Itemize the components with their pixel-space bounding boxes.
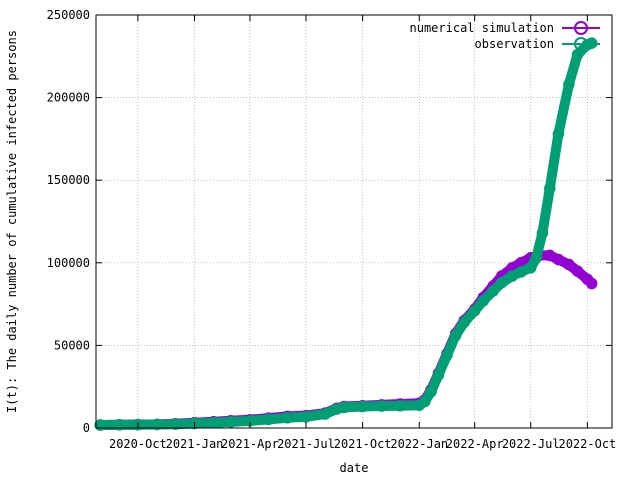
series-observation-point (536, 227, 549, 239)
series-observation-point (207, 416, 220, 429)
series-observation-point (394, 399, 406, 412)
series-observation-line (95, 38, 597, 430)
x-axis-title: date (340, 461, 369, 475)
series-observation-point (563, 78, 575, 91)
legend-swatch-marker (574, 21, 588, 35)
legend: numerical simulation observation (410, 21, 600, 51)
plot-area (94, 37, 598, 431)
axes: 0500001000001500002000002500002020-Oct20… (47, 8, 617, 451)
series-observation-point (544, 182, 556, 195)
series-simulation-point (571, 265, 584, 277)
grid (96, 14, 612, 429)
series-observation-point (425, 385, 437, 398)
series-observation-point (458, 316, 470, 329)
series-observation-point (113, 419, 126, 431)
series-observation-point (524, 262, 537, 274)
x-tick-label: 2021-Jan (166, 437, 224, 451)
y-tick-label: 250000 (47, 8, 90, 22)
series-observation-point (356, 400, 369, 413)
series-observation-point (225, 416, 237, 428)
x-tick-label: 2020-Oct (109, 437, 167, 451)
series-observation-point (477, 295, 490, 307)
x-tick-label: 2022-Jul (502, 437, 560, 451)
series-observation-point (375, 400, 388, 412)
y-tick-label: 150000 (47, 173, 90, 187)
series-observation-point (338, 401, 350, 414)
series-observation-point (432, 369, 445, 381)
series-observation-point (496, 276, 508, 289)
series-observation-point (441, 349, 453, 362)
legend-label-observation: observation (475, 37, 554, 51)
series-observation-point (281, 412, 294, 424)
series-observation-point (151, 418, 163, 431)
y-axis-title: I(t): The daily number of cumulative inf… (5, 30, 19, 413)
y-tick-label: 0 (83, 421, 90, 435)
x-tick-label: 2022-Jan (390, 437, 448, 451)
series-observation-point (262, 413, 275, 426)
series-observation-point (449, 329, 462, 342)
series-observation-point (487, 285, 499, 297)
legend-label-simulation: numerical simulation (410, 21, 555, 35)
x-tick-label: 2021-Jul (277, 437, 335, 451)
y-tick-label: 200000 (47, 91, 90, 105)
series-observation-point (319, 408, 331, 420)
series-simulation-point (563, 258, 575, 271)
series-simulation-line (95, 250, 597, 430)
series-observation-point (552, 128, 565, 140)
x-tick-label: 2022-Oct (558, 437, 616, 451)
series-simulation-point (585, 277, 598, 290)
x-tick-label: 2021-Oct (334, 437, 392, 451)
legend-swatch-marker (574, 37, 588, 51)
series-observation-point (419, 395, 431, 408)
plot-frame (95, 14, 613, 429)
series-observation-point (571, 48, 584, 61)
series-observation-point (515, 266, 527, 278)
series-simulation-point (552, 253, 565, 266)
y-tick-label: 100000 (47, 256, 90, 270)
series-observation-point (300, 411, 312, 423)
series-observation-point (468, 304, 481, 317)
x-tick-label: 2021-Apr (221, 437, 279, 451)
x-tick-label: 2022-Apr (446, 437, 504, 451)
series-observation-point (530, 252, 543, 264)
y-tick-label: 50000 (54, 338, 90, 352)
series-observation-point (169, 418, 182, 430)
